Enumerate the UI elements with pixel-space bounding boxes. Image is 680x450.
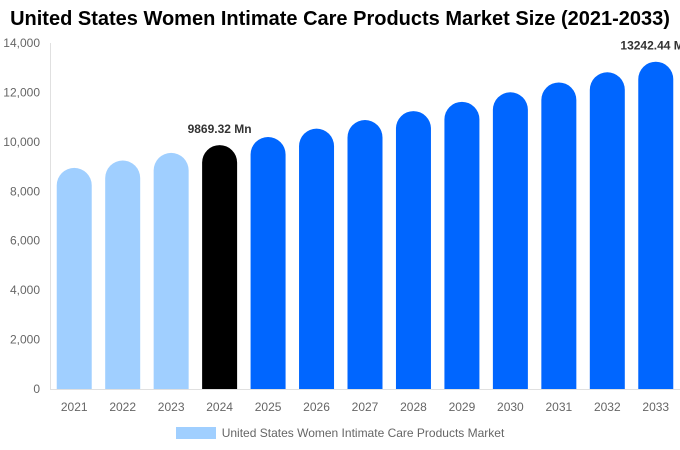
bar-2031 [541, 82, 577, 389]
y-tick-label: 6,000 [10, 234, 40, 248]
bar-2025 [250, 137, 286, 389]
chart-title: United States Women Intimate Care Produc… [10, 8, 670, 30]
legend-label: United States Women Intimate Care Produc… [221, 426, 505, 440]
bar-2030 [492, 92, 528, 390]
x-tick-label: 2021 [61, 400, 88, 414]
y-tick-label: 2,000 [10, 333, 40, 347]
x-tick-label: 2029 [449, 400, 476, 414]
x-tick-label: 2023 [158, 400, 185, 414]
bar-2032 [589, 72, 625, 389]
legend[interactable]: United States Women Intimate Care Produc… [0, 426, 680, 440]
x-tick-label: 2027 [352, 400, 379, 414]
y-tick-label: 0 [33, 382, 40, 396]
bar-2021 [56, 167, 92, 389]
y-tick-label: 14,000 [3, 36, 40, 50]
x-tick-label: 2028 [400, 400, 427, 414]
y-tick-label: 10,000 [3, 135, 40, 149]
y-tick-label: 8,000 [10, 184, 40, 198]
y-tick-label: 4,000 [10, 283, 40, 297]
data-label: 13242.44 Mn [620, 39, 680, 53]
bar-2028 [395, 111, 431, 389]
data-label: 9869.32 Mn [188, 122, 252, 136]
x-tick-label: 2030 [497, 400, 524, 414]
y-tick-label: 12,000 [3, 85, 40, 99]
bar-2027 [347, 119, 383, 390]
x-tick-label: 2022 [109, 400, 136, 414]
x-tick-label: 2031 [545, 400, 572, 414]
bar-2026 [299, 128, 335, 389]
x-tick-label: 2024 [206, 400, 233, 414]
bar-2033 [638, 61, 674, 389]
x-tick-label: 2025 [255, 400, 282, 414]
bar-2024 [202, 145, 238, 389]
legend-swatch [175, 427, 216, 439]
x-tick-label: 2033 [642, 400, 669, 414]
bar-2022 [105, 160, 141, 389]
bar-2023 [153, 152, 189, 389]
bar-2029 [444, 101, 480, 389]
x-tick-label: 2032 [594, 400, 621, 414]
x-tick-label: 2026 [303, 400, 330, 414]
